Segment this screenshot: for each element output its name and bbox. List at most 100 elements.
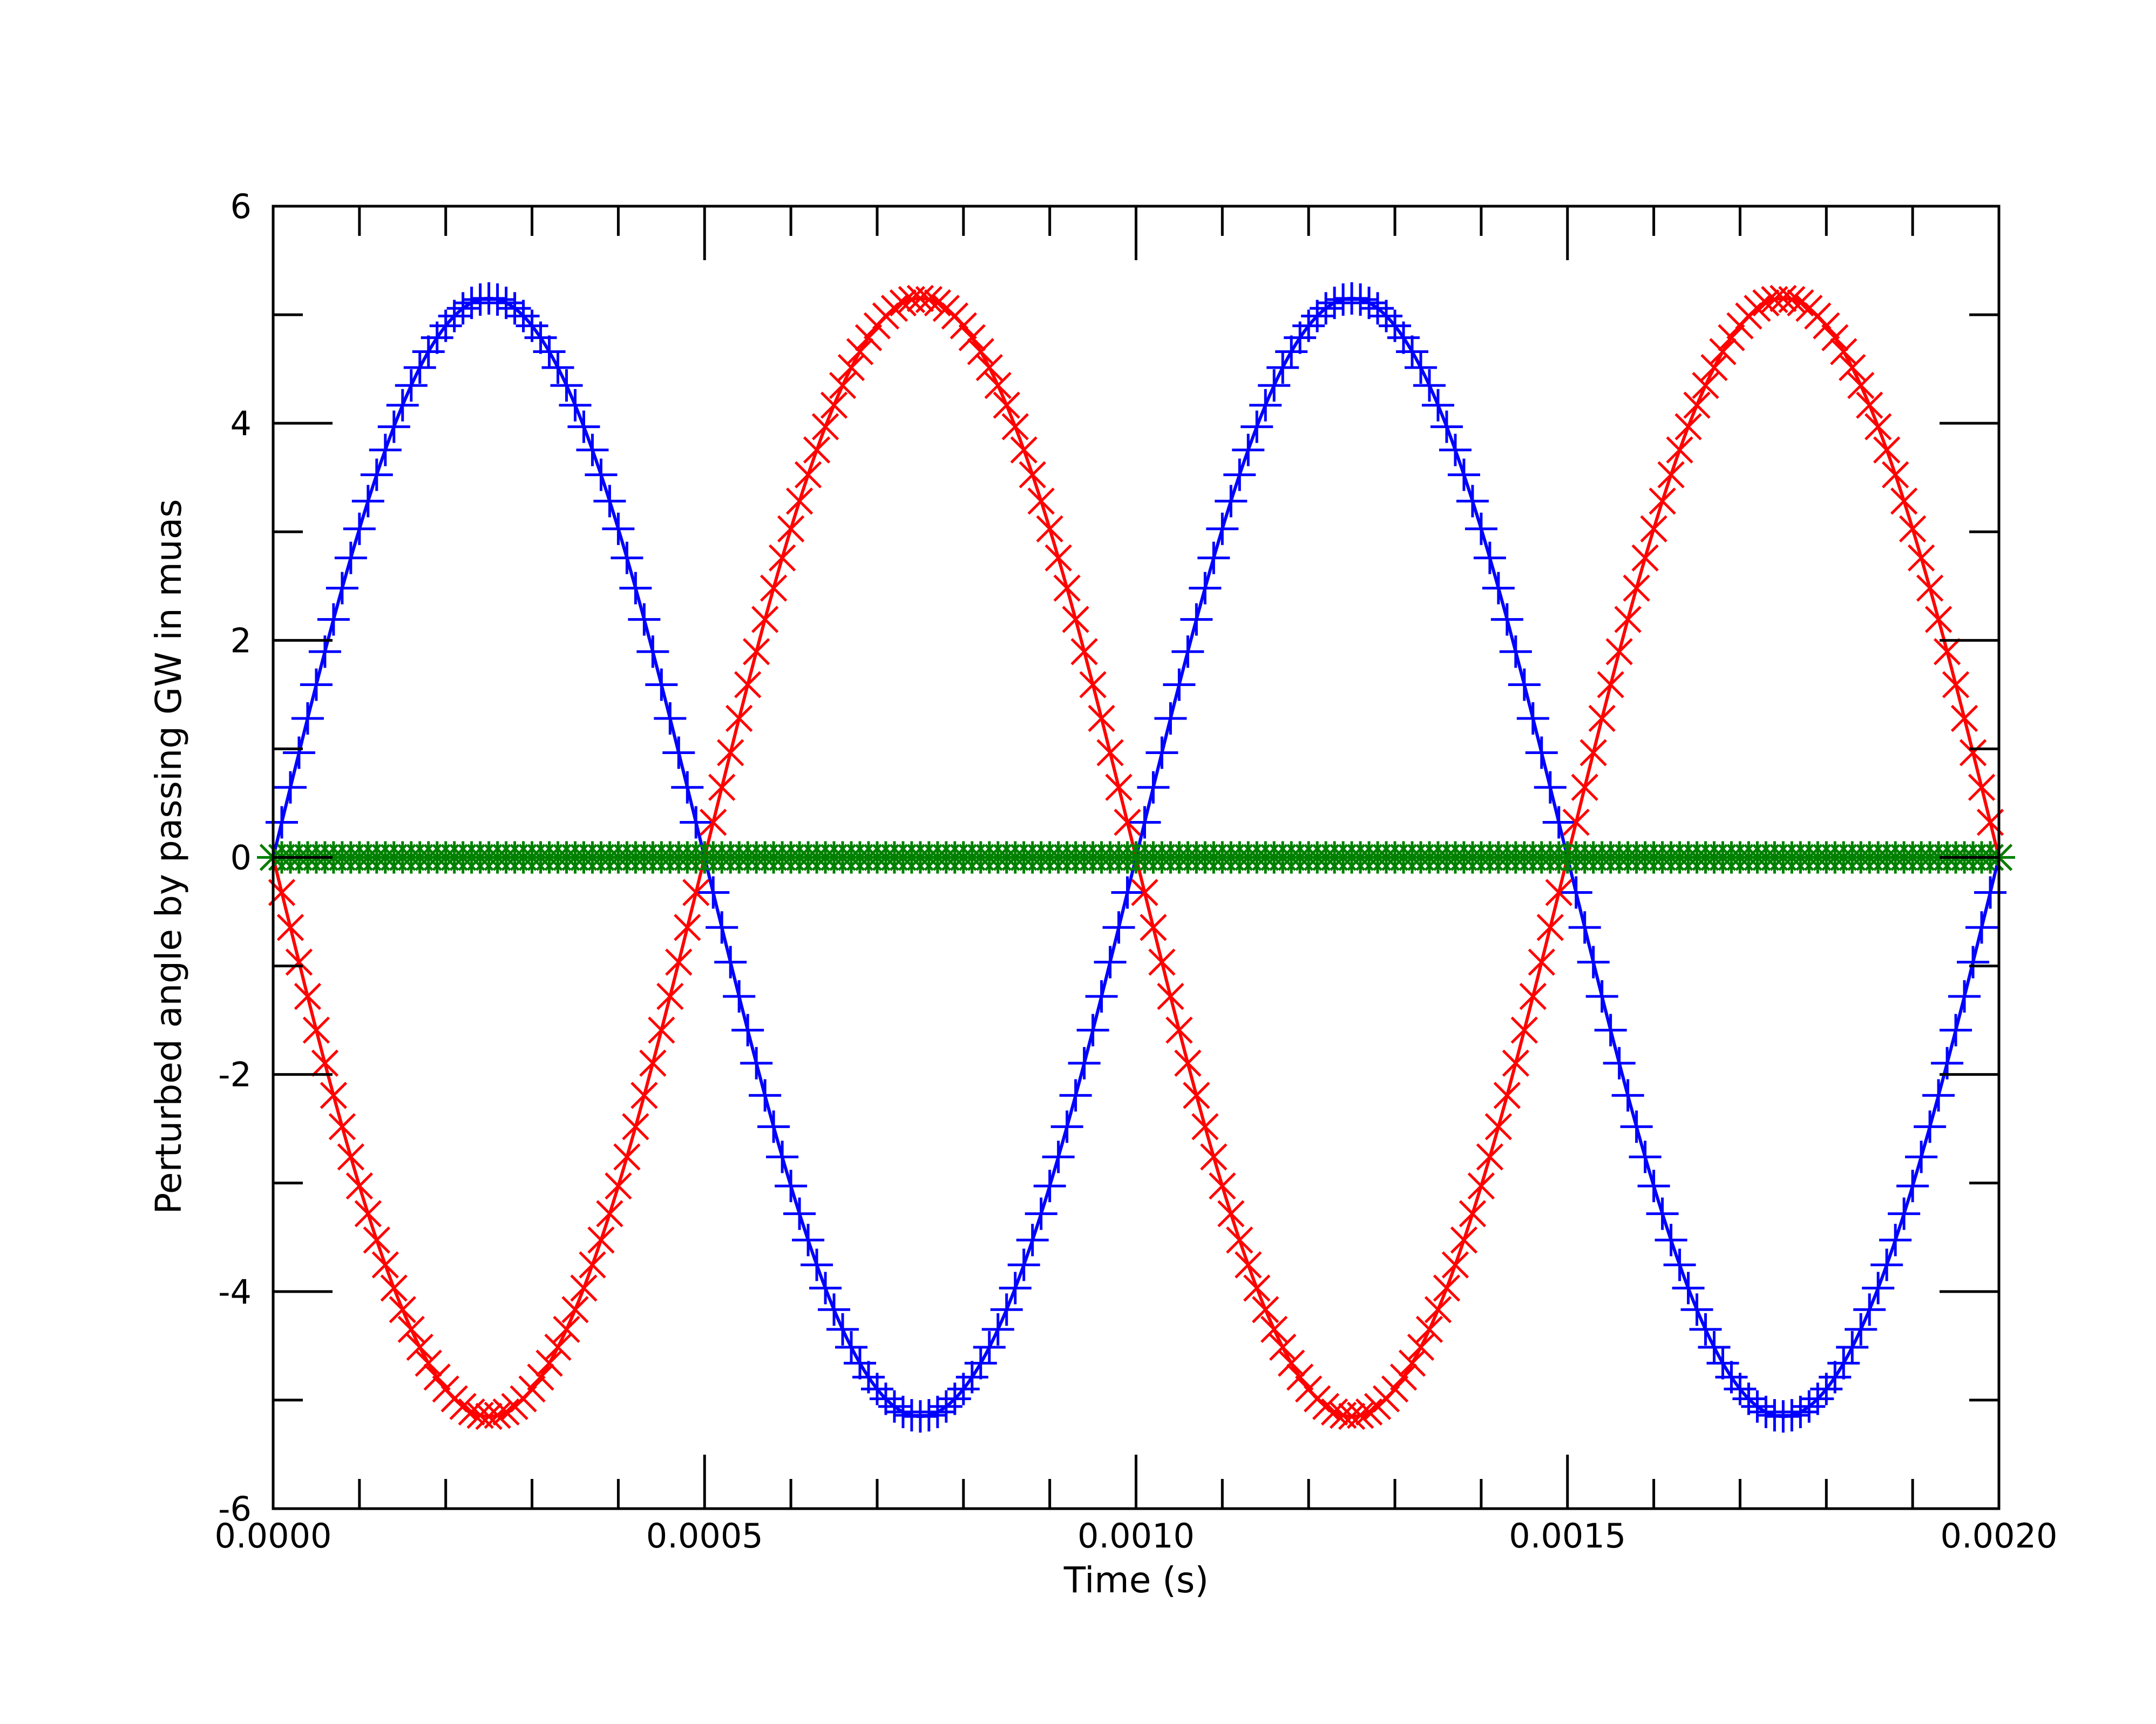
series-0-marker xyxy=(1819,1361,1852,1394)
series-0-marker xyxy=(585,458,618,491)
series-0-marker xyxy=(360,458,393,491)
series-1-marker xyxy=(906,284,934,313)
series-1-marker xyxy=(1389,1363,1418,1391)
series-0-marker xyxy=(1862,1272,1895,1305)
series-1-marker xyxy=(449,1393,477,1420)
series-0-marker xyxy=(1965,911,1998,944)
series-0-marker xyxy=(351,485,384,518)
series-1-marker xyxy=(630,1082,658,1109)
series-0-marker xyxy=(343,512,376,545)
series-1-marker xyxy=(1200,1143,1228,1171)
series-0-marker xyxy=(1594,1014,1627,1047)
series-0-marker xyxy=(1310,292,1343,325)
series-1-marker xyxy=(363,1226,390,1254)
series-1-marker xyxy=(1027,487,1055,515)
series-0-marker xyxy=(377,410,410,443)
series-1-marker xyxy=(1450,1226,1478,1254)
series-1-marker xyxy=(1088,704,1115,732)
series-0-marker xyxy=(697,876,730,909)
series-0-marker xyxy=(567,410,600,443)
series-0-marker xyxy=(843,1347,876,1380)
series-0-marker xyxy=(1940,1014,1972,1047)
series-1-marker xyxy=(337,1143,365,1171)
series-0-marker xyxy=(1689,1313,1722,1346)
series-1-marker xyxy=(924,289,952,317)
series-0-marker xyxy=(1068,1047,1101,1080)
x-tick-label: 0.0010 xyxy=(1077,1516,1195,1556)
series-1-marker xyxy=(553,1315,580,1343)
series-1-marker xyxy=(1053,574,1081,602)
series-1-marker xyxy=(1459,1200,1487,1227)
series-0-marker xyxy=(541,351,574,384)
series-0-marker xyxy=(1629,1141,1662,1173)
series-0-marker xyxy=(1137,771,1170,804)
series-1-marker xyxy=(1476,1143,1504,1171)
series-0-marker xyxy=(1016,1224,1049,1257)
y-tick-label: -2 xyxy=(218,1055,252,1095)
series-2 xyxy=(257,841,2015,874)
series-1-marker xyxy=(820,391,848,419)
series-1-marker xyxy=(1571,773,1598,801)
series-0-marker xyxy=(317,603,350,636)
series-1-marker xyxy=(1631,544,1659,572)
series-1-marker xyxy=(492,1398,520,1426)
series-1-marker xyxy=(1286,1363,1314,1391)
series-0-marker xyxy=(1845,1313,1877,1346)
y-tick-label: 4 xyxy=(230,404,252,443)
series-0-marker xyxy=(524,321,557,354)
series-0-marker xyxy=(1750,1395,1782,1428)
series-1-marker xyxy=(1510,1016,1538,1044)
series-0-marker xyxy=(1870,1248,1903,1281)
series-0-marker xyxy=(1439,433,1472,466)
series-0-marker xyxy=(628,603,661,636)
series-1-marker xyxy=(389,1296,416,1323)
series-0-marker xyxy=(1405,351,1437,384)
series-1-marker xyxy=(915,286,943,314)
series-1-marker xyxy=(768,544,796,572)
series-0-marker xyxy=(1706,1347,1739,1380)
series-1-marker xyxy=(1105,773,1133,801)
series-0-marker xyxy=(1353,287,1386,320)
series-1-marker xyxy=(1096,739,1124,766)
series-1-marker xyxy=(794,461,822,488)
series-1-marker xyxy=(1787,289,1814,317)
series-0-marker xyxy=(964,1347,997,1380)
series-0-marker xyxy=(714,946,747,979)
series-1-marker xyxy=(1209,1172,1236,1200)
series-1-marker xyxy=(1709,338,1737,365)
series-1-marker xyxy=(1700,354,1728,382)
series-0-marker xyxy=(1266,351,1299,384)
series-0-marker xyxy=(826,1313,859,1346)
axes-layer xyxy=(272,205,2001,1510)
series-1-marker xyxy=(561,1296,589,1323)
series-1-marker xyxy=(700,809,727,836)
series-1-marker xyxy=(1968,773,1996,801)
series-1-marker xyxy=(1415,1315,1443,1343)
series-1-marker xyxy=(1942,671,1970,698)
series-1-marker xyxy=(380,1274,408,1302)
series-1-marker xyxy=(1778,286,1806,314)
series-0-marker xyxy=(662,736,695,769)
series-1-marker xyxy=(1174,1049,1202,1077)
series-0-marker xyxy=(490,287,523,320)
series-0-marker xyxy=(1396,335,1429,368)
series-0-marker xyxy=(395,369,428,402)
series-0-marker xyxy=(326,572,358,605)
series-0-marker xyxy=(1611,1079,1644,1112)
series-0-marker xyxy=(835,1331,867,1363)
series-1-marker xyxy=(1882,461,1909,488)
series-1-marker xyxy=(345,1172,374,1200)
series-1-marker xyxy=(674,914,701,941)
series-1-marker xyxy=(1114,809,1141,836)
series-1-marker xyxy=(1769,284,1797,313)
series-0-marker xyxy=(274,771,307,804)
series-1-marker xyxy=(1252,1296,1279,1323)
series-1-marker xyxy=(1959,739,1987,766)
series-0-marker xyxy=(1076,1014,1109,1047)
series-0-marker xyxy=(671,771,704,804)
series-0-marker xyxy=(334,541,367,574)
series-1-marker xyxy=(1217,1200,1245,1227)
series-0-marker xyxy=(403,351,436,384)
series-1-marker xyxy=(1614,606,1642,633)
series-1-marker xyxy=(1407,1333,1435,1361)
